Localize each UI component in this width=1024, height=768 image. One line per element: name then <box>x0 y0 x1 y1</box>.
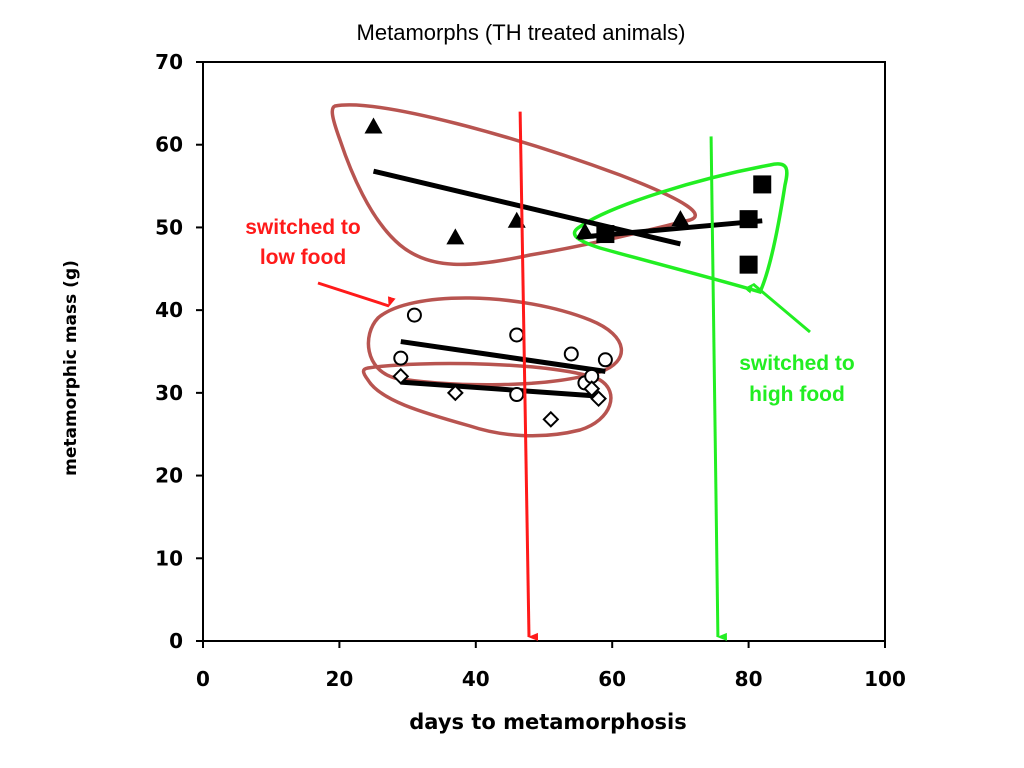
high-food-annotation: switched to high food <box>739 352 855 406</box>
high-food-annotation-line-2: high food <box>749 383 845 406</box>
y-tick-label: 60 <box>155 133 183 157</box>
diamond-open-trend-line <box>400 379 599 399</box>
square-point <box>739 210 758 229</box>
low-food-annotation-line-1: switched to <box>245 216 361 239</box>
x-tick-label: 80 <box>735 667 763 691</box>
x-tick-label: 20 <box>325 667 353 691</box>
y-tick-label: 10 <box>155 546 183 570</box>
triangle-point <box>575 222 594 239</box>
y-tick-label: 20 <box>155 464 183 488</box>
circle-open-trend-line <box>400 339 606 374</box>
diamond-open-point <box>590 390 607 408</box>
x-axis-ticks: 0 20 40 60 80 100 <box>196 641 906 691</box>
circle-open-point <box>406 307 422 323</box>
square-point <box>753 175 772 194</box>
circle-open-point <box>393 350 409 366</box>
x-axis-label: days to metamorphosis <box>409 710 686 734</box>
low-food-pointer-arrow <box>317 281 396 308</box>
square-group-outline <box>572 162 789 295</box>
triangle-point <box>671 210 690 227</box>
diamond-open-point <box>446 384 464 402</box>
data-points <box>364 117 772 428</box>
circle-open-point <box>509 387 525 403</box>
y-tick-label: 40 <box>155 298 183 322</box>
y-tick-label: 30 <box>155 381 183 405</box>
circle-open-point <box>509 327 525 343</box>
high-food-annotation-line-1: switched to <box>739 352 855 375</box>
y-tick-label: 50 <box>155 215 183 239</box>
high-food-pointer-arrow <box>744 282 811 334</box>
y-tick-label: 0 <box>169 629 183 653</box>
low-food-annotation: switched to low food <box>245 216 361 269</box>
plot-area-frame <box>202 61 886 642</box>
diamond-open-point <box>392 367 410 385</box>
diamond-open-point <box>542 410 560 428</box>
low-food-annotation-line-2: low food <box>260 246 346 269</box>
x-tick-label: 40 <box>462 667 490 691</box>
x-tick-label: 60 <box>598 667 626 691</box>
low-food-switch-arrow <box>518 111 539 641</box>
chart-title: Metamorphs (TH treated animals) <box>357 20 686 45</box>
y-axis-ticks: 0 10 20 30 40 50 60 70 <box>155 50 203 653</box>
x-tick-label: 100 <box>864 667 906 691</box>
circle-open-point <box>597 352 613 368</box>
diamond-open-point <box>583 380 601 398</box>
y-axis-label: metamorphic mass (g) <box>61 260 81 476</box>
square-point <box>596 225 615 244</box>
circle-open-point <box>563 346 579 362</box>
y-tick-label: 70 <box>155 50 183 74</box>
triangle-point <box>446 228 465 245</box>
diamond-group-outline <box>361 361 613 438</box>
group-outlines <box>330 103 789 438</box>
square-point <box>739 255 758 274</box>
triangle-group-outline <box>330 103 697 267</box>
x-tick-label: 0 <box>196 667 210 691</box>
high-food-switch-arrow <box>709 136 727 641</box>
triangle-point <box>364 117 383 134</box>
